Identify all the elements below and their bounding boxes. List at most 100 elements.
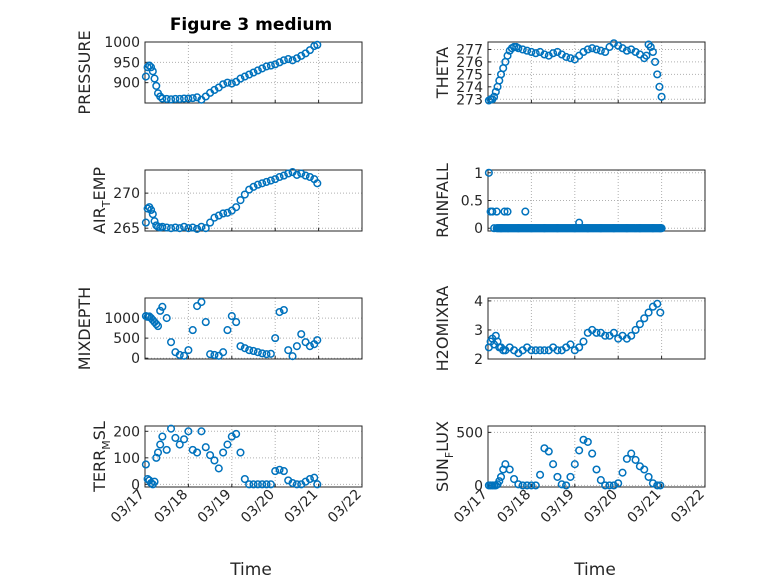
data-point: [253, 66, 262, 75]
data-point: [536, 470, 545, 479]
y-tick-label: 200: [113, 424, 140, 440]
y-axis-label: SUNFLUX: [433, 421, 456, 492]
data-point: [553, 224, 562, 233]
axes-box: [144, 169, 363, 232]
data-point: [579, 435, 588, 444]
data-point: [184, 224, 193, 233]
data-point: [219, 348, 228, 357]
data-point: [175, 440, 184, 449]
data-point: [141, 72, 150, 81]
x-tick-label: 03/21: [625, 487, 665, 527]
data-point: [656, 481, 665, 490]
data-point: [201, 318, 210, 327]
data-point: [147, 63, 156, 72]
data-point: [193, 301, 202, 311]
data-point: [549, 49, 558, 58]
data-point: [150, 477, 159, 486]
data-point: [521, 207, 530, 216]
y-tick-label: 100: [113, 451, 140, 467]
data-point: [219, 209, 228, 218]
subplot-rainfall: 0 0.5 1 RAINFALL: [433, 163, 706, 238]
data-point: [627, 449, 636, 458]
data-point: [536, 346, 545, 355]
data-point: [592, 328, 601, 337]
y-tick-label: 500: [113, 331, 140, 347]
data-point: [655, 82, 664, 91]
data-point: [262, 177, 271, 186]
data-point: [145, 61, 154, 70]
y-axis-label: TERRMSL: [90, 421, 113, 493]
data-point: [583, 45, 592, 54]
data-point: [223, 208, 232, 217]
data-point: [271, 467, 280, 476]
data-point: [648, 479, 657, 488]
data-point: [150, 217, 159, 226]
data-point: [210, 350, 219, 360]
data-point: [258, 480, 267, 489]
data-point: [644, 308, 653, 317]
data-point: [253, 348, 262, 357]
y-tick-label: 1000: [104, 35, 140, 51]
data-point: [540, 224, 549, 233]
data-point: [156, 440, 165, 449]
data-point: [175, 94, 184, 103]
data-point: [223, 78, 232, 87]
y-tick-label: 270: [113, 186, 140, 202]
data-point: [288, 352, 297, 361]
data-point: [148, 210, 157, 219]
x-tick-label: 03/20: [238, 487, 278, 527]
data-point: [180, 222, 189, 231]
data-point: [147, 205, 156, 215]
data-point: [275, 58, 284, 67]
data-point: [153, 322, 163, 331]
data-point: [258, 64, 267, 73]
data-point: [148, 67, 157, 76]
data-point: [141, 460, 150, 469]
data-point: [249, 480, 258, 489]
data-point: [258, 179, 267, 188]
data-point: [249, 68, 258, 77]
data-point: [614, 479, 623, 488]
data-point: [514, 224, 523, 233]
data-point: [553, 472, 562, 481]
data-point: [566, 54, 575, 63]
x-tick-label: 03/20: [581, 487, 621, 527]
y-tick-label: 0: [474, 478, 483, 494]
data-point: [201, 443, 210, 452]
data-point: [492, 207, 501, 216]
data-point: [609, 224, 618, 233]
x-axis-label-right: Time: [573, 560, 616, 580]
x-axis-label-left: Time: [229, 560, 272, 580]
y-tick-label: 265: [113, 221, 140, 237]
data-point: [531, 346, 540, 355]
data-point: [180, 351, 189, 360]
data-point: [518, 45, 527, 54]
data-point: [141, 218, 150, 227]
data-point: [570, 224, 579, 233]
data-point: [622, 46, 631, 55]
data-point: [527, 346, 536, 355]
data-point: [514, 480, 523, 489]
data-point: [279, 171, 288, 180]
data-point: [166, 424, 176, 433]
data-point: [206, 350, 215, 359]
y-axis-label: THETA: [433, 47, 452, 99]
data-point: [495, 477, 504, 486]
y-axis-label: AIRTEMP: [90, 167, 113, 234]
figure-title: Figure 3 medium: [170, 15, 332, 35]
data-point: [509, 474, 519, 484]
data-point: [635, 320, 644, 329]
x-tick-label: 03/22: [325, 487, 365, 527]
data-point: [583, 224, 592, 233]
axes-box: [487, 425, 706, 488]
data-point: [503, 207, 512, 216]
data-point: [271, 60, 280, 69]
x-tick-label: 03/19: [538, 487, 578, 527]
y-tick-label: 273: [456, 92, 483, 108]
data-point: [596, 224, 605, 233]
data-point: [158, 222, 167, 231]
data-point: [549, 460, 558, 469]
data-point: [505, 465, 514, 474]
data-point: [162, 314, 171, 323]
